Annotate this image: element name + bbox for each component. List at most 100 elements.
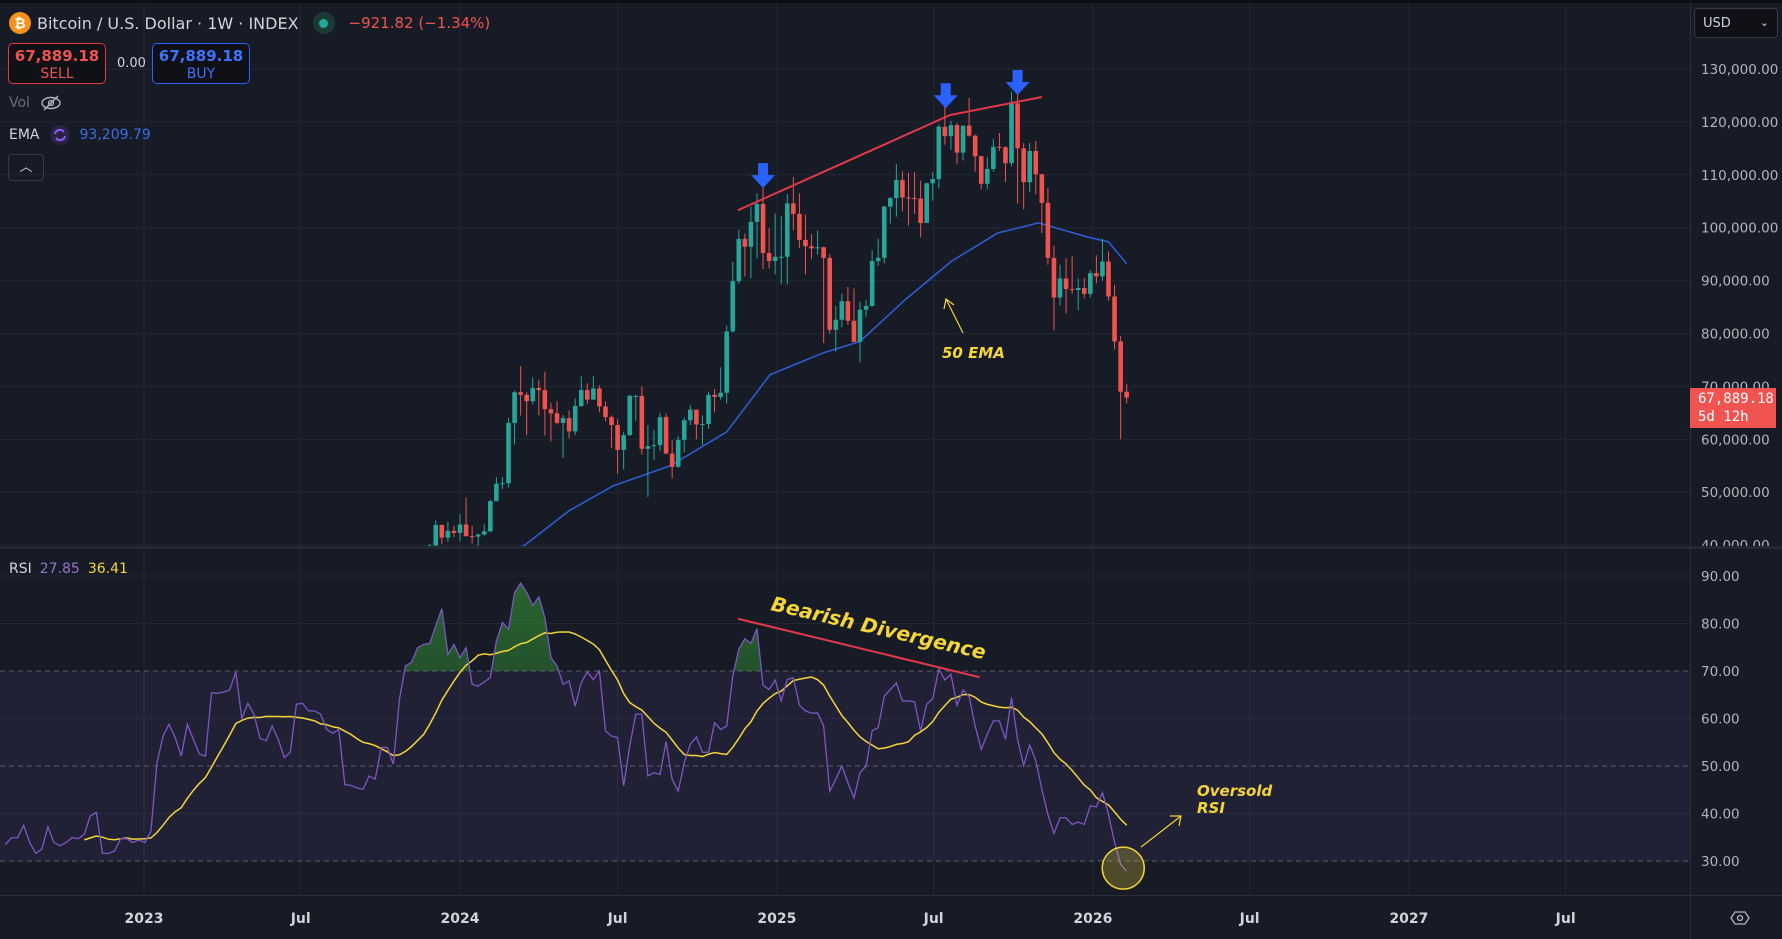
price-axis-label: 90,000.00 [1701,274,1770,290]
rsi-axis[interactable]: 90.00 80.00 70.00 60.00 50.00 40.00 30.00 [1701,569,1740,870]
candle [1124,383,1129,404]
loading-refresh-icon [49,125,70,145]
candle-body [427,545,433,546]
candle [1069,256,1075,294]
candle-body [445,530,451,538]
price-axis[interactable]: 130,000.00 120,000.00 110,000.00 100,000.00… [1701,62,1778,554]
candle [888,197,893,224]
rsi-ma-value: 36.41 [87,561,128,577]
time-axis[interactable]: 2023 Jul 2024 Jul 2025 Jul 2026 Jul 2027 Jul [125,911,1576,927]
divergence-line[interactable] [737,617,980,679]
price-pane[interactable] [427,70,1129,566]
candle-body [1039,174,1045,203]
candle [984,156,990,190]
candle-body [772,256,778,262]
candle [524,392,529,436]
time-axis-label: 2025 [757,911,796,927]
candle-body [1015,103,1020,149]
candle-body [888,198,893,207]
candle-body [591,388,596,400]
candle [875,238,881,266]
rsi-axis-label: 40.00 [1701,807,1740,823]
candle-body [584,390,590,400]
candle [621,431,626,470]
candle-body [930,179,936,184]
oversold-circle[interactable] [1101,846,1145,890]
candle [627,394,633,437]
candle-body [1106,261,1111,297]
eye-hidden-icon[interactable] [40,95,62,111]
candle-body [997,146,1002,148]
symbol-title[interactable]: Bitcoin / U.S. Dollar · 1W · INDEX [37,13,299,33]
currency-select[interactable]: USD ⌄ [1694,8,1778,38]
price-axis-label: 120,000.00 [1701,115,1778,131]
candle [972,134,978,172]
candle-body [857,309,863,342]
candle-body [1124,391,1129,398]
candle-body [754,203,760,222]
candle-body [942,126,948,137]
price-axis-label: 50,000.00 [1701,485,1770,501]
candle [869,249,875,307]
ema-indicator-row[interactable]: EMA 93,209.79 [9,125,151,145]
oversold-label-line2: RSI [1197,799,1225,817]
candle [978,155,984,190]
candle [518,366,523,416]
candle [663,413,669,455]
candle-body [457,524,463,533]
arrow-down-icon [933,83,958,109]
candle-body [827,257,833,330]
candle-body [881,206,887,258]
sell-button[interactable]: 67,889.18 SELL [8,43,106,84]
candle [803,214,808,275]
candle [730,262,736,333]
time-axis-label: 2024 [441,911,480,927]
resistance-trendline[interactable] [737,96,1043,212]
time-axis-label: 2027 [1389,911,1428,927]
arrow-down-icon [751,163,776,189]
ema-label: EMA [9,127,40,143]
symbol-header[interactable]: ₿ Bitcoin / U.S. Dollar · 1W · INDEX −92… [9,12,490,34]
buy-button[interactable]: 67,889.18 BUY [152,43,250,84]
candle [809,234,814,259]
candle [815,230,820,255]
ema-annotation-arrow [945,298,964,334]
collapse-legend-button[interactable]: ︿ [8,154,44,181]
last-price-label: 67,889.18 5d 12h [1690,388,1776,428]
candle-body [978,156,984,184]
candle-body [1021,148,1026,183]
candle [512,390,517,445]
candle-body [791,203,796,214]
candle [960,125,966,161]
candle-body [1100,261,1105,277]
candle-body [869,261,875,306]
settings-icon[interactable] [1730,911,1750,925]
volume-indicator-row[interactable]: Vol [9,95,62,111]
candle [1088,270,1093,298]
candle-body [488,501,493,532]
candle-body [669,453,675,467]
candle-body [833,319,839,330]
rsi-axis-label: 90.00 [1701,569,1740,585]
candle-body [912,198,917,200]
candle-body [966,125,972,136]
candle [845,286,851,326]
candle-body [815,247,820,249]
top-markers [751,70,1030,189]
candle [930,172,936,201]
rsi-axis-label: 70.00 [1701,664,1740,680]
candle-body [675,439,681,467]
candle-body [681,420,687,440]
candle-body [821,247,826,258]
rsi-label: RSI [9,561,32,577]
candle [554,401,560,425]
candle [778,216,784,285]
candle-body [548,409,554,414]
chevron-down-icon: ⌄ [1759,16,1769,29]
candles [427,89,1129,546]
candle-body [578,390,584,406]
candle-body [451,530,457,533]
candle [748,206,754,278]
rsi-legend[interactable]: RSI 27.85 36.41 [9,561,128,577]
